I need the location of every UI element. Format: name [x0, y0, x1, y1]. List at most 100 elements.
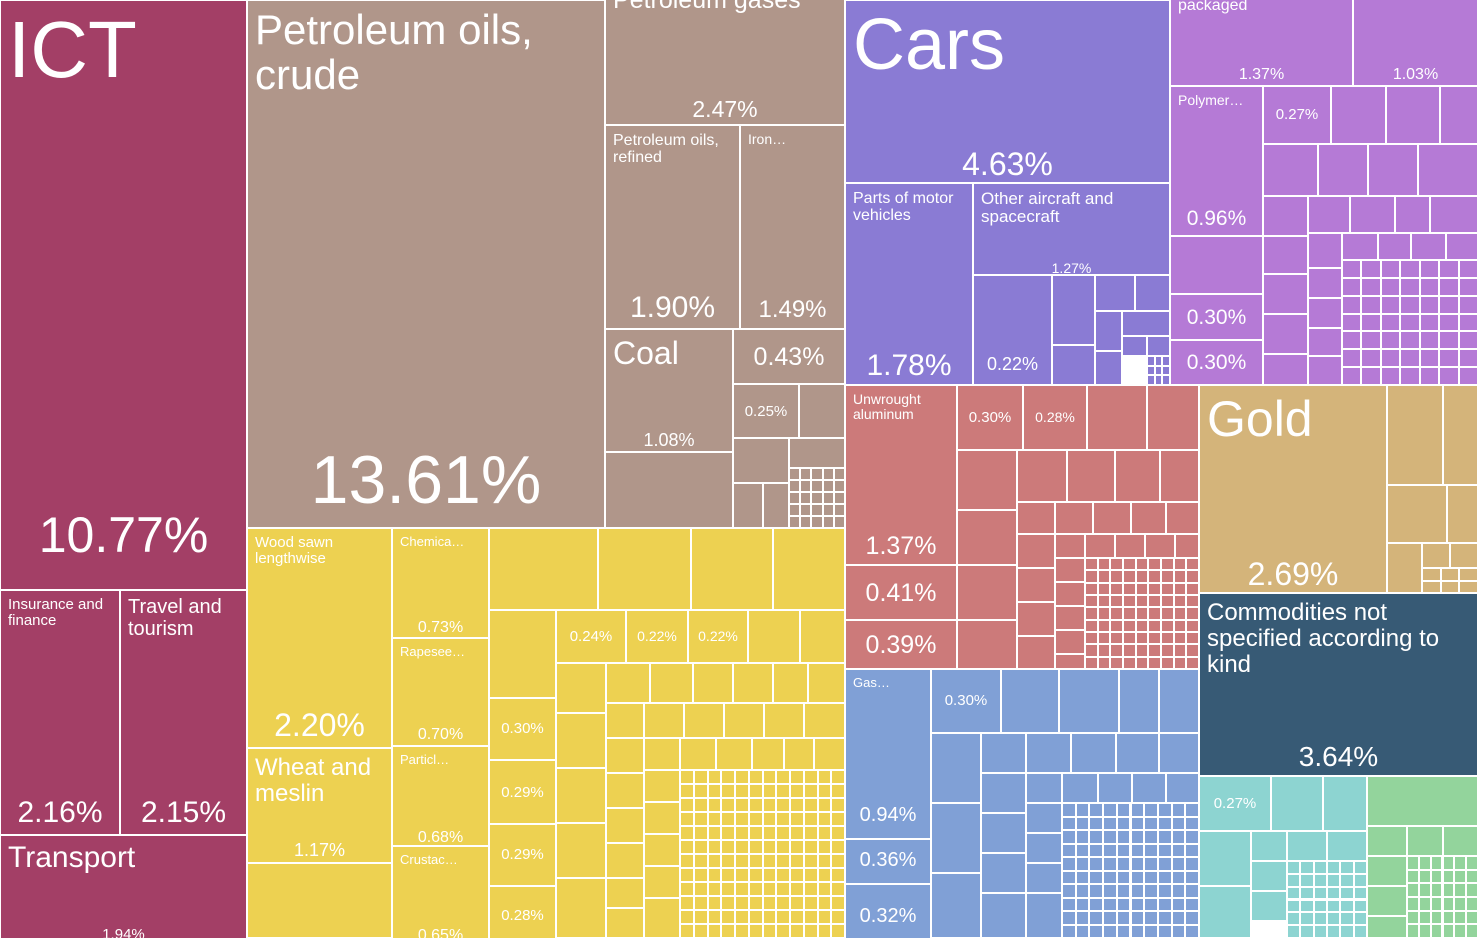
treemap-tile[interactable]: [1171, 897, 1186, 911]
treemap-tile[interactable]: [1171, 843, 1186, 857]
treemap-tile[interactable]: [789, 480, 801, 492]
treemap-tile[interactable]: [1380, 295, 1401, 314]
treemap-tile[interactable]: [776, 924, 790, 938]
treemap-tile[interactable]: [803, 784, 818, 798]
treemap-tile[interactable]: [790, 854, 804, 868]
treemap-tile[interactable]: [1147, 375, 1155, 385]
treemap-tile[interactable]: [1147, 336, 1170, 356]
treemap-tile[interactable]: [831, 910, 845, 924]
treemap-tile[interactable]: [822, 516, 834, 528]
treemap-tile[interactable]: [1287, 899, 1301, 913]
treemap-tile[interactable]: [1116, 843, 1131, 857]
treemap-tile[interactable]: [1185, 870, 1199, 884]
treemap-tile[interactable]: [1026, 863, 1062, 893]
treemap-cell[interactable]: 0.29%: [489, 760, 556, 824]
treemap-tile[interactable]: [556, 713, 606, 768]
treemap-tile[interactable]: [1308, 356, 1342, 385]
treemap-tile[interactable]: [1055, 502, 1093, 534]
treemap-tile[interactable]: [790, 770, 804, 784]
treemap-tile[interactable]: [817, 826, 832, 840]
treemap-tile[interactable]: [1162, 375, 1170, 385]
treemap-tile[interactable]: [1148, 619, 1161, 632]
treemap-tile[interactable]: [1062, 884, 1076, 898]
treemap-tile[interactable]: [1103, 830, 1117, 844]
treemap-tile[interactable]: [1147, 385, 1199, 450]
treemap-tile[interactable]: [1342, 313, 1362, 332]
treemap-tile[interactable]: [748, 840, 763, 854]
treemap-tile[interactable]: [707, 826, 722, 840]
treemap-tile[interactable]: [606, 878, 644, 908]
treemap-cell[interactable]: 0.28%: [489, 886, 556, 938]
treemap-tile[interactable]: [1313, 925, 1327, 938]
treemap-tile[interactable]: [1123, 582, 1136, 595]
treemap-tile[interactable]: [1407, 910, 1419, 925]
treemap-tile[interactable]: [1144, 843, 1158, 857]
treemap-tile[interactable]: [489, 610, 556, 698]
treemap-tile[interactable]: [931, 873, 981, 938]
treemap-tile[interactable]: [606, 738, 644, 773]
treemap-tile[interactable]: [1157, 911, 1172, 925]
treemap-tile[interactable]: [831, 798, 845, 812]
treemap-tile[interactable]: [811, 504, 823, 516]
treemap-tile[interactable]: [790, 798, 804, 812]
treemap-cell[interactable]: Cars 4.63%: [845, 0, 1170, 183]
treemap-tile[interactable]: [790, 924, 804, 938]
treemap-tile[interactable]: [931, 803, 981, 873]
treemap-tile[interactable]: [1147, 365, 1155, 376]
treemap-tile[interactable]: [1115, 450, 1160, 502]
treemap-tile[interactable]: [831, 854, 845, 868]
treemap-tile[interactable]: [1407, 869, 1419, 884]
treemap-tile[interactable]: [1171, 924, 1186, 938]
treemap-tile[interactable]: [693, 798, 708, 812]
treemap-tile[interactable]: [817, 882, 832, 896]
treemap-tile[interactable]: [1466, 883, 1478, 897]
treemap-tile[interactable]: [1342, 349, 1362, 368]
treemap-tile[interactable]: [1327, 886, 1341, 900]
treemap-tile[interactable]: [1116, 911, 1131, 925]
treemap-tile[interactable]: [1263, 314, 1308, 354]
treemap-tile[interactable]: [1110, 607, 1123, 620]
treemap-tile[interactable]: [1116, 870, 1131, 884]
treemap-cell[interactable]: 0.24%: [556, 610, 626, 663]
treemap-tile[interactable]: [790, 910, 804, 924]
treemap-tile[interactable]: [822, 480, 834, 492]
treemap-tile[interactable]: [762, 784, 777, 798]
treemap-tile[interactable]: [598, 528, 691, 610]
treemap-tile[interactable]: [957, 450, 1017, 510]
treemap-tile[interactable]: [644, 866, 680, 898]
treemap-tile[interactable]: [680, 910, 694, 924]
treemap-cell[interactable]: Crustac… 0.65%: [392, 846, 489, 938]
treemap-tile[interactable]: [1340, 873, 1354, 887]
treemap-tile[interactable]: [1148, 656, 1161, 669]
treemap-tile[interactable]: [1026, 773, 1062, 803]
treemap-tile[interactable]: [1430, 883, 1443, 897]
treemap-tile[interactable]: [693, 840, 708, 854]
treemap-cell[interactable]: Commodities not specified according to k…: [1199, 593, 1478, 776]
treemap-tile[interactable]: [762, 910, 777, 924]
treemap-tile[interactable]: [1186, 595, 1199, 608]
treemap-tile[interactable]: [762, 840, 777, 854]
treemap-tile[interactable]: [1185, 803, 1199, 817]
treemap-tile[interactable]: [1185, 816, 1199, 830]
treemap-tile[interactable]: [1300, 886, 1314, 900]
treemap-tile[interactable]: [833, 504, 845, 516]
treemap-tile[interactable]: [1300, 912, 1314, 926]
treemap-tile[interactable]: [1116, 924, 1131, 938]
treemap-tile[interactable]: [748, 826, 763, 840]
treemap-tile[interactable]: [789, 504, 801, 516]
treemap-tile[interactable]: [1186, 582, 1199, 595]
treemap-tile[interactable]: [764, 703, 804, 738]
treemap-tile[interactable]: [1185, 857, 1199, 871]
treemap-tile[interactable]: [644, 834, 680, 866]
treemap-tile[interactable]: [776, 896, 790, 910]
treemap-tile[interactable]: [1263, 354, 1308, 385]
treemap-cell[interactable]: Wood sawn lengthwise 2.20%: [247, 528, 392, 748]
treemap-tile[interactable]: [1387, 485, 1447, 543]
treemap-tile[interactable]: [762, 868, 777, 882]
treemap-tile[interactable]: [790, 826, 804, 840]
treemap-cell[interactable]: 0.41%: [845, 565, 957, 620]
treemap-tile[interactable]: [1447, 485, 1478, 543]
treemap-tile[interactable]: [831, 882, 845, 896]
treemap-tile[interactable]: [1116, 897, 1131, 911]
treemap-tile[interactable]: [606, 663, 650, 703]
